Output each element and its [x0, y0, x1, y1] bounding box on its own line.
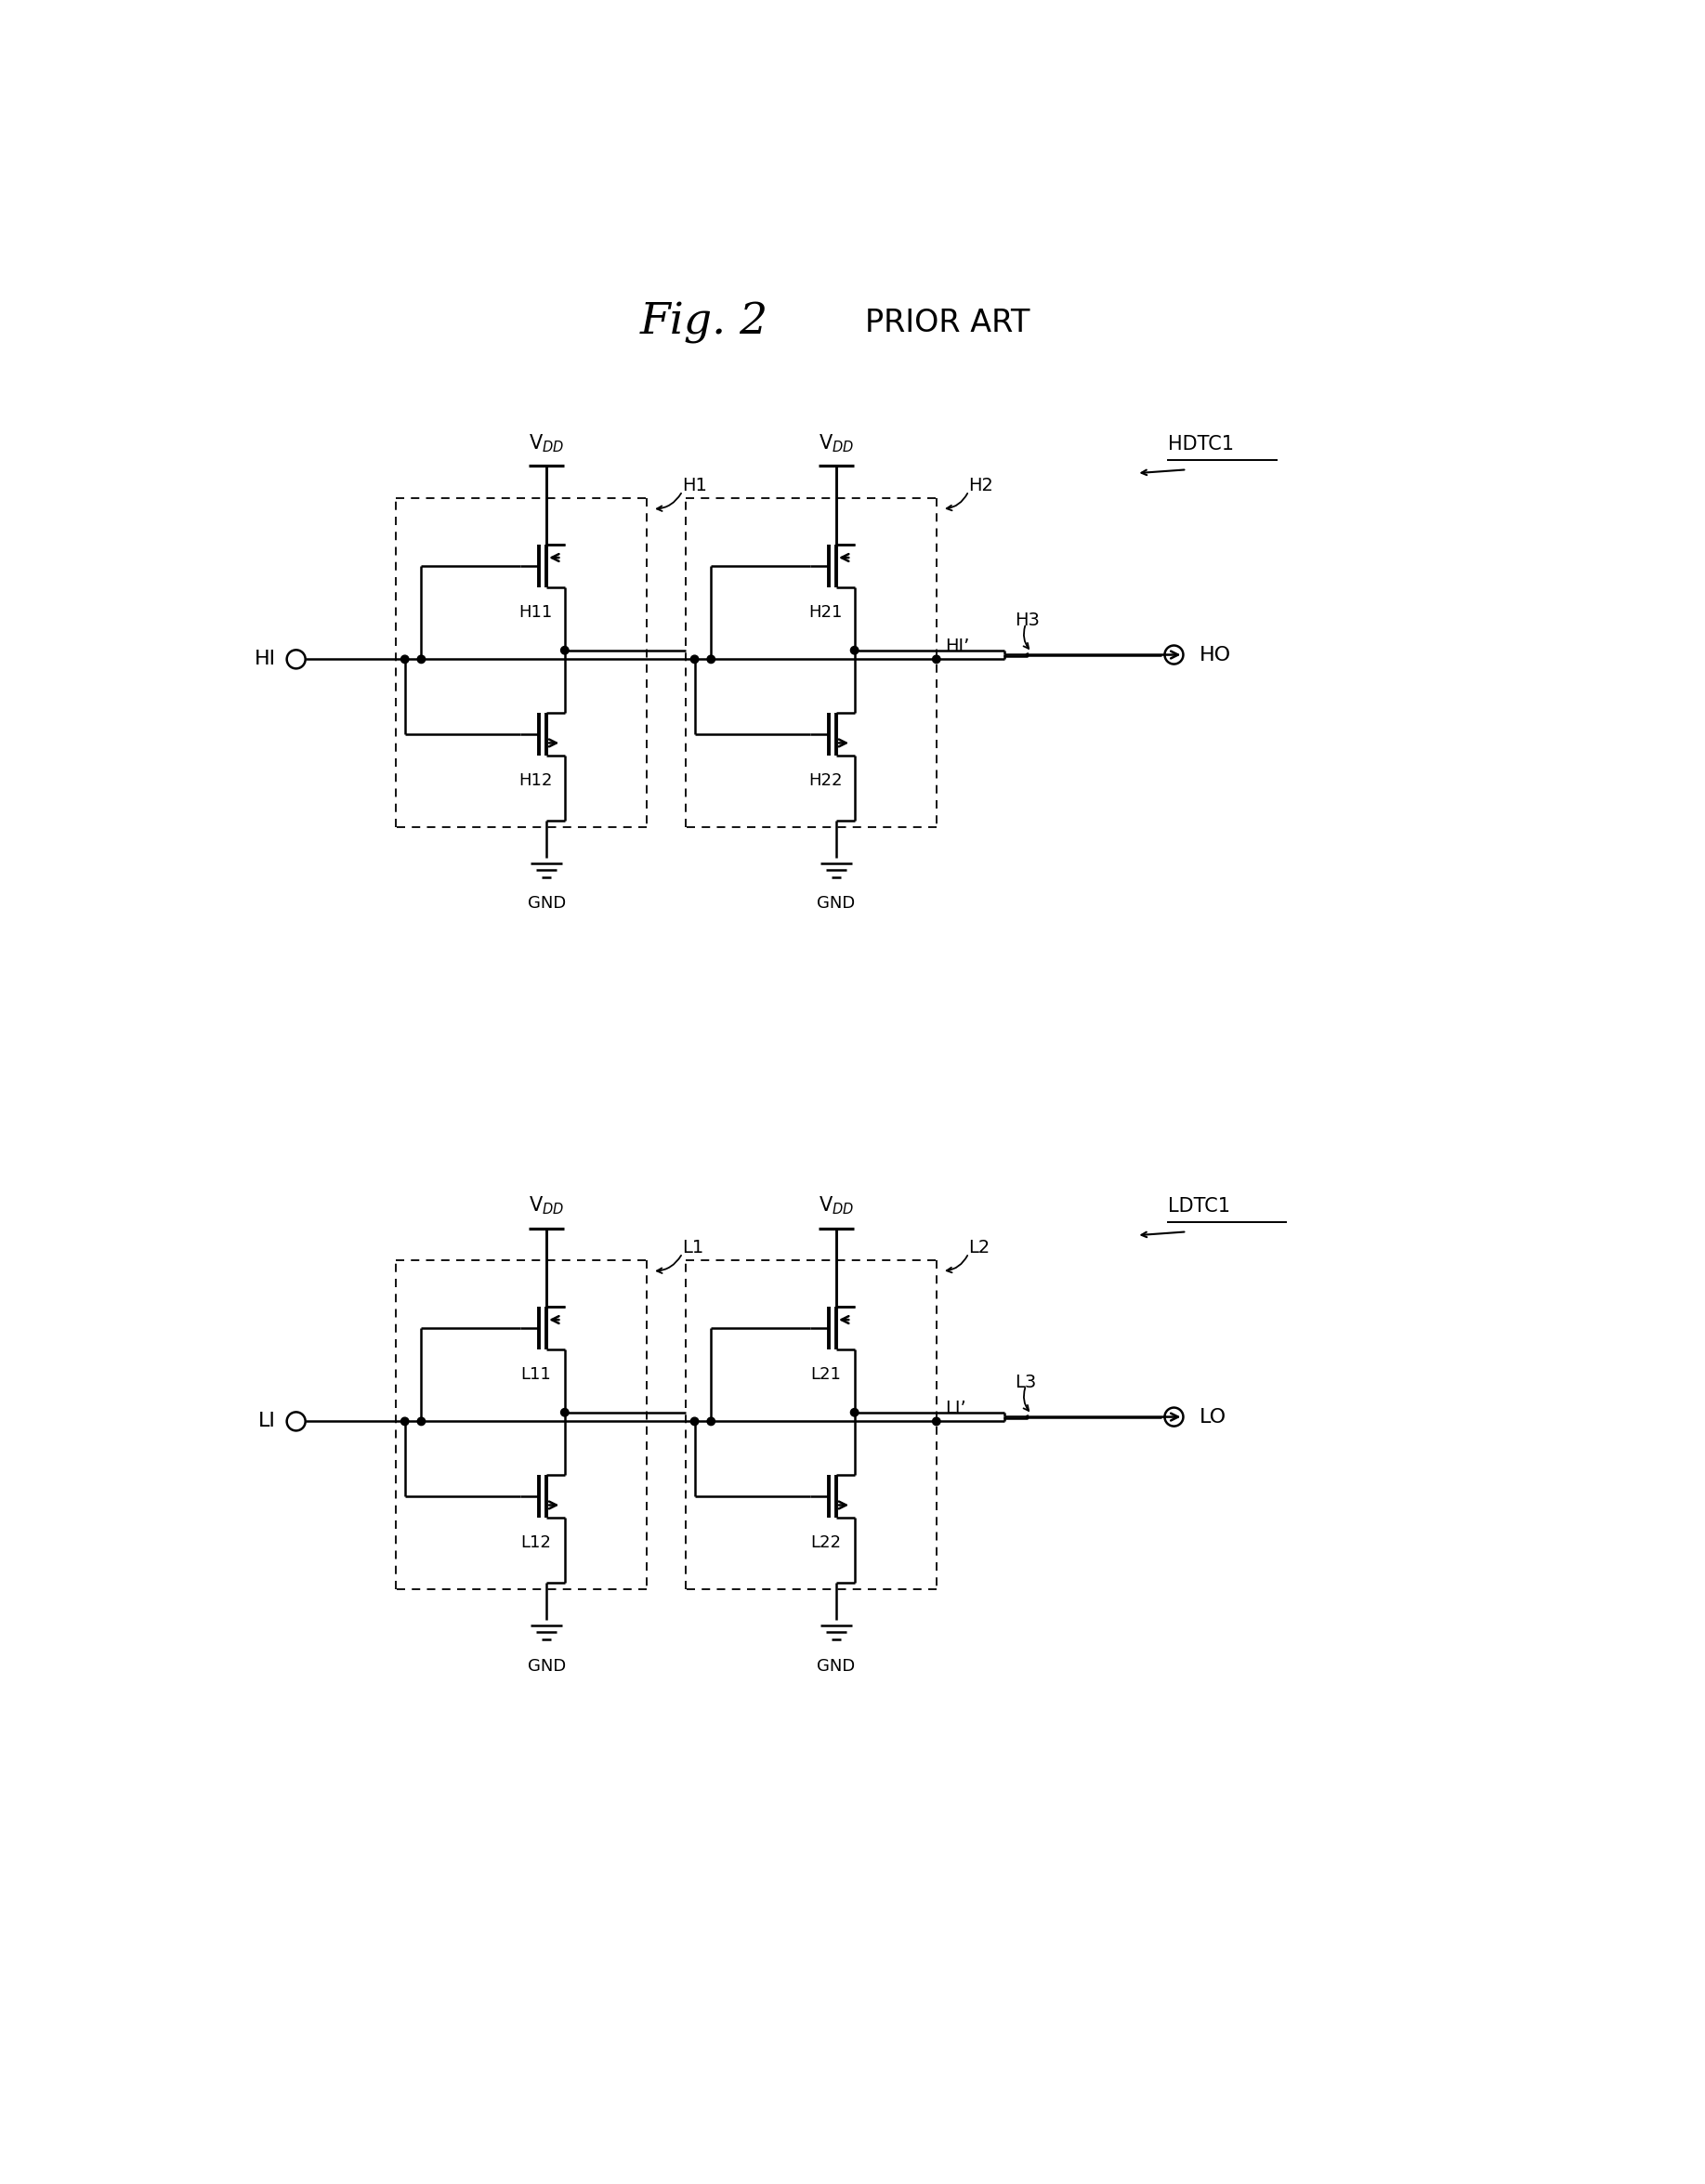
Text: H12: H12	[518, 773, 552, 788]
Circle shape	[401, 1417, 409, 1426]
Text: LI’: LI’	[945, 1400, 967, 1417]
Text: HI’: HI’	[945, 638, 970, 655]
Text: LO: LO	[1199, 1409, 1226, 1426]
Text: H1: H1	[682, 476, 708, 494]
Text: HI: HI	[254, 651, 276, 668]
Text: GND: GND	[527, 895, 566, 913]
Text: LDTC1: LDTC1	[1168, 1197, 1229, 1216]
Text: H21: H21	[808, 605, 842, 620]
Text: GND: GND	[817, 1658, 856, 1675]
Text: Fig. 2: Fig. 2	[639, 301, 769, 343]
Text: L2: L2	[968, 1238, 991, 1256]
Text: PRIOR ART: PRIOR ART	[864, 308, 1030, 339]
Text: LI: LI	[259, 1413, 276, 1431]
Text: GND: GND	[817, 895, 856, 913]
Text: L12: L12	[520, 1535, 551, 1551]
Text: V$_{DD}$: V$_{DD}$	[529, 1195, 564, 1216]
Circle shape	[561, 646, 569, 655]
Text: L21: L21	[810, 1367, 841, 1382]
Text: L1: L1	[682, 1238, 704, 1256]
Text: L3: L3	[1014, 1374, 1037, 1391]
Circle shape	[851, 646, 858, 655]
Circle shape	[708, 655, 714, 664]
Text: GND: GND	[527, 1658, 566, 1675]
Text: L22: L22	[810, 1535, 841, 1551]
Circle shape	[933, 1417, 941, 1426]
Circle shape	[933, 655, 941, 664]
Circle shape	[691, 1417, 699, 1426]
Text: L11: L11	[520, 1367, 551, 1382]
Circle shape	[708, 1417, 714, 1426]
Circle shape	[691, 655, 699, 664]
Text: V$_{DD}$: V$_{DD}$	[529, 432, 564, 454]
Circle shape	[418, 655, 425, 664]
Text: V$_{DD}$: V$_{DD}$	[818, 432, 854, 454]
Text: V$_{DD}$: V$_{DD}$	[818, 1195, 854, 1216]
Text: H3: H3	[1014, 612, 1040, 629]
Circle shape	[561, 1409, 569, 1417]
Circle shape	[418, 1417, 425, 1426]
Text: HDTC1: HDTC1	[1168, 435, 1233, 454]
Text: H2: H2	[968, 476, 994, 494]
Text: HO: HO	[1199, 646, 1231, 664]
Circle shape	[401, 655, 409, 664]
Text: H11: H11	[518, 605, 552, 620]
Circle shape	[851, 1409, 858, 1417]
Text: H22: H22	[808, 773, 842, 788]
